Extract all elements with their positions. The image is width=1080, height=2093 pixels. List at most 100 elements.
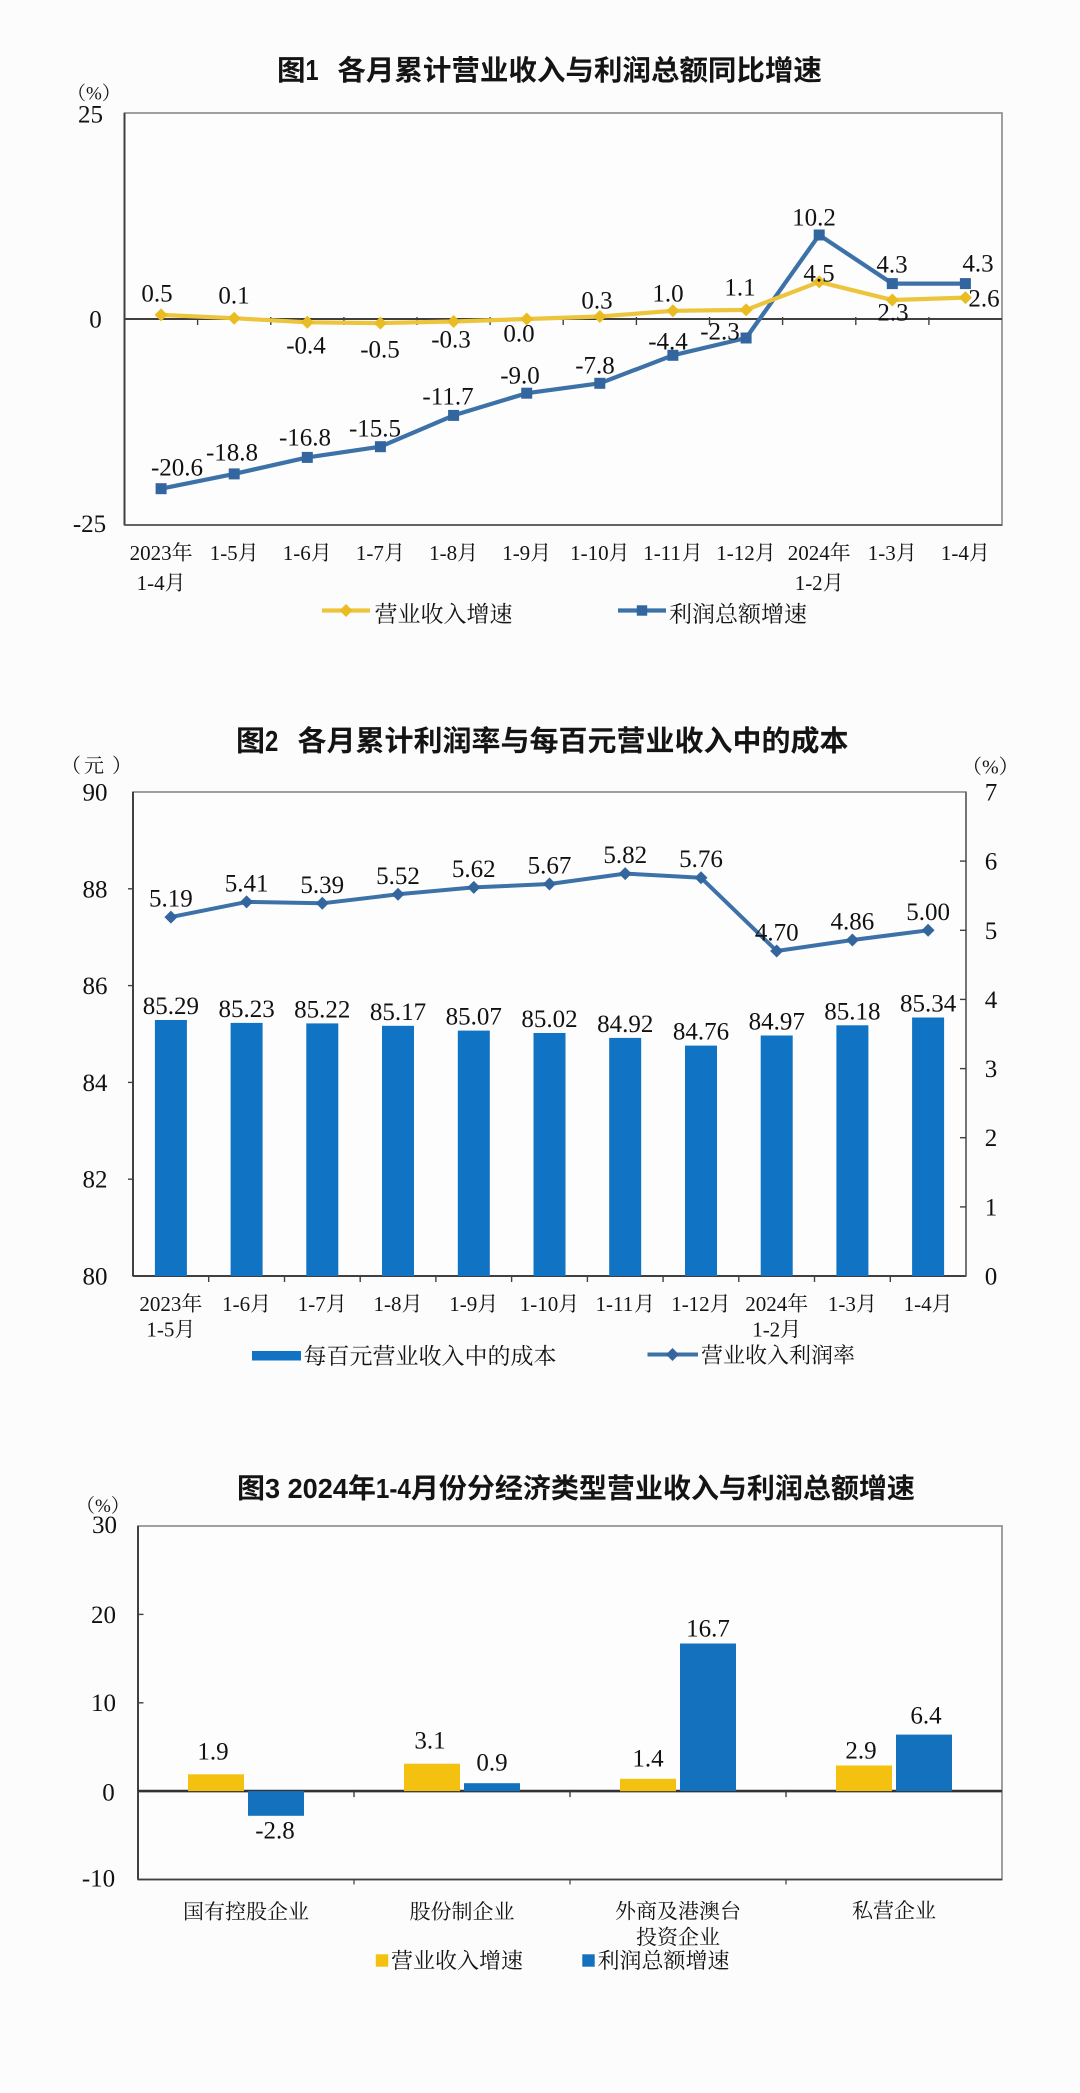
svg-text:85.23: 85.23 bbox=[218, 996, 274, 1023]
svg-text:1-12: 1-12 bbox=[671, 1292, 710, 1316]
svg-text:20: 20 bbox=[91, 1602, 116, 1629]
svg-text:4.3: 4.3 bbox=[962, 251, 993, 278]
svg-text:-25: -25 bbox=[73, 511, 106, 538]
svg-text:1-5: 1-5 bbox=[146, 1317, 174, 1341]
svg-text:85.22: 85.22 bbox=[294, 996, 350, 1023]
svg-text:1-9: 1-9 bbox=[502, 541, 530, 565]
svg-text:%: % bbox=[95, 1496, 111, 1517]
svg-text:-0.5: -0.5 bbox=[360, 337, 400, 364]
svg-text:%: % bbox=[86, 84, 102, 105]
svg-text:6.4: 6.4 bbox=[910, 1703, 942, 1730]
svg-text:5: 5 bbox=[985, 918, 998, 945]
svg-text:-2.3: -2.3 bbox=[700, 319, 740, 346]
svg-text:0: 0 bbox=[89, 307, 102, 334]
svg-text:1-4: 1-4 bbox=[376, 1473, 411, 1504]
svg-text:5.67: 5.67 bbox=[528, 853, 572, 880]
svg-text:4: 4 bbox=[985, 987, 998, 1014]
svg-text:1: 1 bbox=[306, 55, 319, 87]
svg-text:1-6: 1-6 bbox=[222, 1292, 250, 1316]
svg-text:80: 80 bbox=[83, 1264, 108, 1291]
svg-text:2: 2 bbox=[985, 1125, 998, 1152]
svg-text:3 2024: 3 2024 bbox=[265, 1473, 348, 1504]
svg-text:82: 82 bbox=[83, 1167, 108, 1194]
svg-text:0.0: 0.0 bbox=[503, 321, 534, 348]
svg-text:88: 88 bbox=[83, 876, 108, 903]
svg-text:85.34: 85.34 bbox=[900, 991, 957, 1018]
svg-text:5.19: 5.19 bbox=[149, 886, 193, 913]
svg-text:1-4: 1-4 bbox=[904, 1292, 932, 1316]
svg-text:1-11: 1-11 bbox=[596, 1292, 634, 1316]
svg-text:2024: 2024 bbox=[788, 541, 831, 565]
svg-text:0.3: 0.3 bbox=[581, 288, 612, 315]
svg-text:0.5: 0.5 bbox=[141, 281, 172, 308]
svg-text:1-10: 1-10 bbox=[570, 541, 609, 565]
svg-text:84.92: 84.92 bbox=[597, 1011, 653, 1038]
svg-text:25: 25 bbox=[78, 102, 103, 129]
svg-text:-15.5: -15.5 bbox=[349, 416, 401, 443]
svg-text:84: 84 bbox=[83, 1070, 109, 1097]
svg-text:1-2: 1-2 bbox=[752, 1317, 780, 1341]
svg-text:1-12: 1-12 bbox=[716, 541, 755, 565]
svg-text:-4.4: -4.4 bbox=[648, 329, 688, 356]
svg-text:10.2: 10.2 bbox=[792, 205, 836, 232]
svg-text:5.62: 5.62 bbox=[452, 856, 496, 883]
svg-text:2024: 2024 bbox=[745, 1292, 788, 1316]
svg-text:1-9: 1-9 bbox=[449, 1292, 477, 1316]
svg-text:%: % bbox=[982, 757, 999, 779]
svg-text:3: 3 bbox=[985, 1056, 998, 1083]
svg-text:1-7: 1-7 bbox=[356, 541, 384, 565]
svg-text:6: 6 bbox=[985, 849, 998, 876]
svg-text:5.41: 5.41 bbox=[225, 870, 269, 897]
svg-text:1-3: 1-3 bbox=[868, 541, 896, 565]
svg-text:2.6: 2.6 bbox=[968, 286, 999, 313]
svg-text:1-2: 1-2 bbox=[795, 571, 823, 595]
svg-text:-2.8: -2.8 bbox=[255, 1818, 295, 1845]
svg-text:1-11: 1-11 bbox=[643, 541, 681, 565]
svg-text:4.5: 4.5 bbox=[803, 261, 834, 288]
svg-text:86: 86 bbox=[83, 973, 108, 1000]
svg-text:1-7: 1-7 bbox=[298, 1292, 326, 1316]
svg-text:-0.3: -0.3 bbox=[431, 327, 471, 354]
svg-text:84.76: 84.76 bbox=[673, 1019, 729, 1046]
svg-text:85.07: 85.07 bbox=[446, 1004, 502, 1031]
svg-text:0: 0 bbox=[102, 1780, 115, 1807]
svg-text:84.97: 84.97 bbox=[749, 1009, 805, 1036]
svg-text:-7.8: -7.8 bbox=[575, 353, 615, 380]
svg-text:5.76: 5.76 bbox=[679, 846, 723, 873]
svg-text:1.4: 1.4 bbox=[632, 1746, 664, 1773]
svg-text:0.1: 0.1 bbox=[218, 283, 249, 310]
svg-text:1-8: 1-8 bbox=[429, 541, 457, 565]
svg-text:85.02: 85.02 bbox=[521, 1006, 577, 1033]
svg-text:-18.8: -18.8 bbox=[206, 440, 258, 467]
svg-text:1.9: 1.9 bbox=[197, 1739, 228, 1766]
svg-text:1-8: 1-8 bbox=[374, 1292, 402, 1316]
svg-text:-16.8: -16.8 bbox=[279, 425, 331, 452]
svg-text:1.0: 1.0 bbox=[652, 281, 683, 308]
svg-text:-0.4: -0.4 bbox=[286, 333, 326, 360]
svg-text:-20.6: -20.6 bbox=[151, 455, 203, 482]
svg-text:5.52: 5.52 bbox=[376, 863, 420, 890]
svg-text:3.1: 3.1 bbox=[414, 1728, 445, 1755]
svg-text:85.17: 85.17 bbox=[370, 999, 426, 1026]
svg-text:5.39: 5.39 bbox=[300, 872, 344, 899]
svg-text:1.1: 1.1 bbox=[724, 275, 755, 302]
svg-text:4.86: 4.86 bbox=[831, 909, 875, 936]
svg-text:2.3: 2.3 bbox=[877, 300, 908, 327]
svg-text:0.9: 0.9 bbox=[476, 1750, 507, 1777]
svg-text:2.9: 2.9 bbox=[845, 1738, 876, 1765]
svg-text:1-5: 1-5 bbox=[210, 541, 238, 565]
svg-text:1-3: 1-3 bbox=[828, 1292, 856, 1316]
svg-text:-9.0: -9.0 bbox=[500, 363, 540, 390]
svg-text:1-4: 1-4 bbox=[941, 541, 969, 565]
svg-text:7: 7 bbox=[985, 780, 998, 807]
svg-text:90: 90 bbox=[83, 780, 108, 807]
svg-text:-10: -10 bbox=[82, 1866, 115, 1893]
svg-text:30: 30 bbox=[92, 1512, 117, 1539]
svg-text:5.00: 5.00 bbox=[906, 899, 950, 926]
svg-text:4.3: 4.3 bbox=[876, 252, 907, 279]
svg-text:4.70: 4.70 bbox=[755, 920, 799, 947]
svg-text:85.29: 85.29 bbox=[143, 993, 199, 1020]
svg-text:2023: 2023 bbox=[130, 541, 172, 565]
svg-text:1-6: 1-6 bbox=[283, 541, 311, 565]
svg-text:85.18: 85.18 bbox=[824, 998, 880, 1025]
